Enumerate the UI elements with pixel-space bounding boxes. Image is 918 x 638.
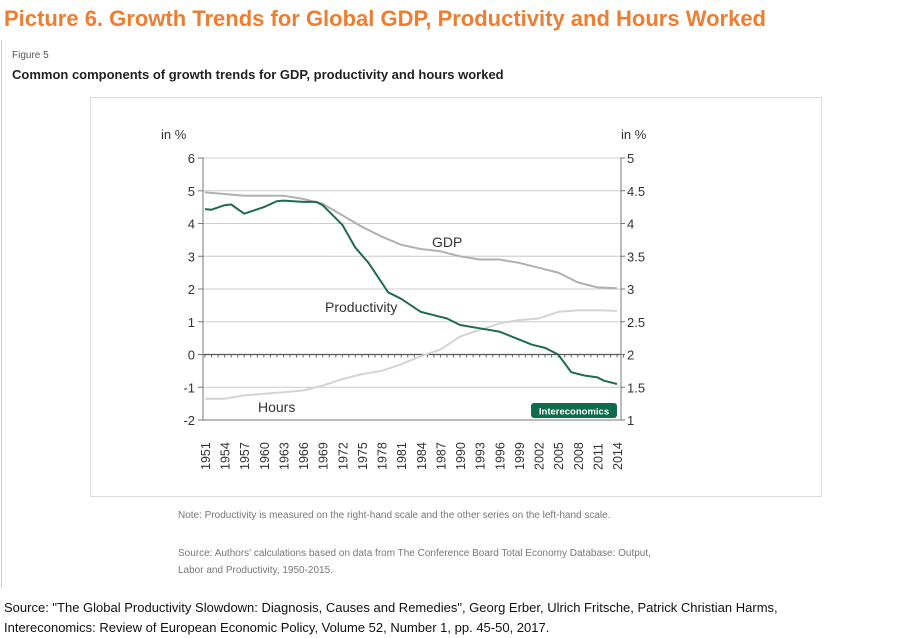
page-title: Picture 6. Growth Trends for Global GDP,… [4,6,766,31]
y-axis-label-left: in % [161,127,187,142]
citation: Source: "The Global Productivity Slowdow… [4,598,778,638]
y-axis-label-right: in % [621,127,647,142]
x-tick-label: 1951 [199,442,213,470]
y-tick-label-left: 3 [188,249,195,264]
y-tick-label-left: 6 [188,151,195,166]
x-tick-label: 1978 [376,442,390,470]
chart-title: Common components of growth trends for G… [12,67,504,82]
y-tick-label-right: 3.5 [627,249,645,264]
x-tick-label: 1960 [258,442,272,470]
x-tick-label: 2008 [572,442,586,470]
series-line-hours [205,309,618,400]
series-line-gdp [204,191,618,290]
y-tick-label-right: 4 [627,217,634,232]
x-tick-label: 1975 [356,442,370,470]
y-tick-label-left: 4 [188,217,195,232]
y-tick-label-left: -1 [183,380,195,395]
citation-line-2: Intereconomics: Review of European Econo… [4,620,550,635]
y-tick-label-right: 5 [627,151,634,166]
x-tick-label: 1987 [434,442,448,470]
y-tick-label-right: 2 [627,348,634,363]
x-tick-label: 1957 [238,442,252,470]
divider [1,40,2,588]
x-tick-label: 1981 [395,442,409,470]
figure-label: Figure 5 [12,50,49,61]
chart-note: Note: Productivity is measured on the ri… [178,510,611,521]
x-tick-label: 1999 [513,442,527,470]
x-tick-label: 2014 [611,442,625,470]
y-tick-label-right: 1 [627,413,634,428]
chart-frame [90,97,822,497]
x-tick-label: 1972 [336,442,350,470]
chart-source: Source: Authors' calculations based on d… [178,548,651,576]
series-line-productivity [204,199,618,385]
x-tick-label: 1969 [317,442,331,470]
x-tick-label: 1954 [219,442,233,470]
x-tick-label: 2002 [533,442,547,470]
series-label-productivity: Productivity [325,299,397,315]
series-label-hours: Hours [258,399,295,415]
x-tick-label: 1990 [454,442,468,470]
intereconomics-badge [531,403,617,418]
x-tick-label: 1993 [474,442,488,470]
x-tick-label: 1984 [415,442,429,470]
series-label-gdp: GDP [432,234,462,250]
y-tick-label-left: -2 [183,413,195,428]
x-tick-label: 1996 [493,442,507,470]
x-tick-label: 2011 [591,443,605,470]
x-tick-label: 1966 [297,442,311,470]
y-tick-label-left: 5 [188,184,195,199]
citation-line-1: Source: "The Global Productivity Slowdow… [4,600,778,615]
x-tick-label: 1963 [277,442,291,470]
y-tick-label-left: 2 [188,282,195,297]
x-tick-label: 2005 [552,442,566,470]
y-tick-label-left: 1 [188,315,195,330]
y-tick-label-right: 2.5 [627,315,645,330]
y-tick-label-left: 0 [188,348,195,363]
intereconomics-badge-text: Intereconomics [539,407,609,418]
y-tick-label-right: 3 [627,282,634,297]
y-tick-label-right: 1.5 [627,380,645,395]
y-tick-label-right: 4.5 [627,184,645,199]
